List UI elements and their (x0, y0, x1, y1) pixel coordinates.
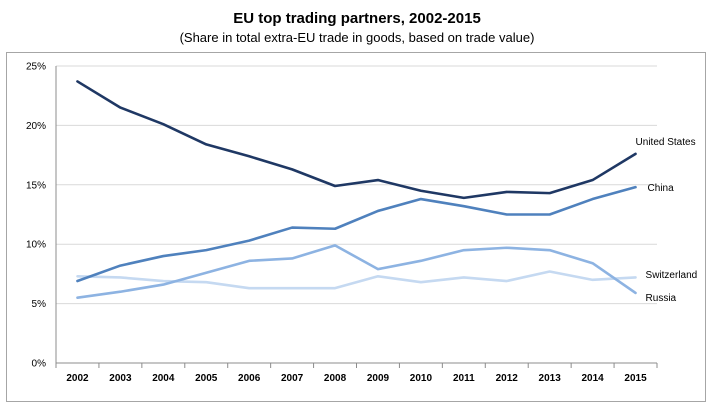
x-tick-label: 2004 (152, 373, 175, 384)
x-tick-label: 2011 (453, 373, 475, 384)
chart-frame (6, 52, 706, 402)
series-line-united-states (76, 80, 637, 200)
x-tick-label: 2007 (281, 373, 304, 384)
y-tick-label: 20% (26, 121, 46, 132)
x-tick-label: 2003 (109, 373, 132, 384)
x-tick-label: 2010 (410, 373, 433, 384)
x-tick-label: 2014 (581, 373, 604, 384)
x-tick-label: 2012 (496, 373, 519, 384)
y-tick-label: 15% (26, 180, 46, 191)
series-label-switzerland: Switzerland (646, 270, 698, 281)
x-tick-label: 2013 (539, 373, 562, 384)
series-label-china: China (648, 183, 675, 194)
x-tick-label: 2015 (624, 373, 647, 384)
series-line-switzerland (76, 270, 637, 290)
y-tick-label: 5% (32, 299, 47, 310)
x-tick-label: 2002 (66, 373, 89, 384)
chart-title: EU top trading partners, 2002-2015 (233, 10, 481, 27)
series-label-russia: Russia (646, 293, 677, 304)
series-label-united-states: United States (636, 137, 696, 148)
x-tick-label: 2008 (324, 373, 347, 384)
x-tick-label: 2006 (238, 373, 261, 384)
y-tick-label: 10% (26, 240, 46, 251)
x-tick-label: 2009 (367, 373, 390, 384)
y-tick-label: 0% (32, 359, 47, 370)
series-line-russia (76, 244, 637, 299)
series-line-china (76, 185, 637, 283)
x-tick-label: 2005 (195, 373, 218, 384)
y-tick-label: 25% (26, 62, 46, 73)
chart-subtitle: (Share in total extra-EU trade in goods,… (179, 30, 535, 45)
